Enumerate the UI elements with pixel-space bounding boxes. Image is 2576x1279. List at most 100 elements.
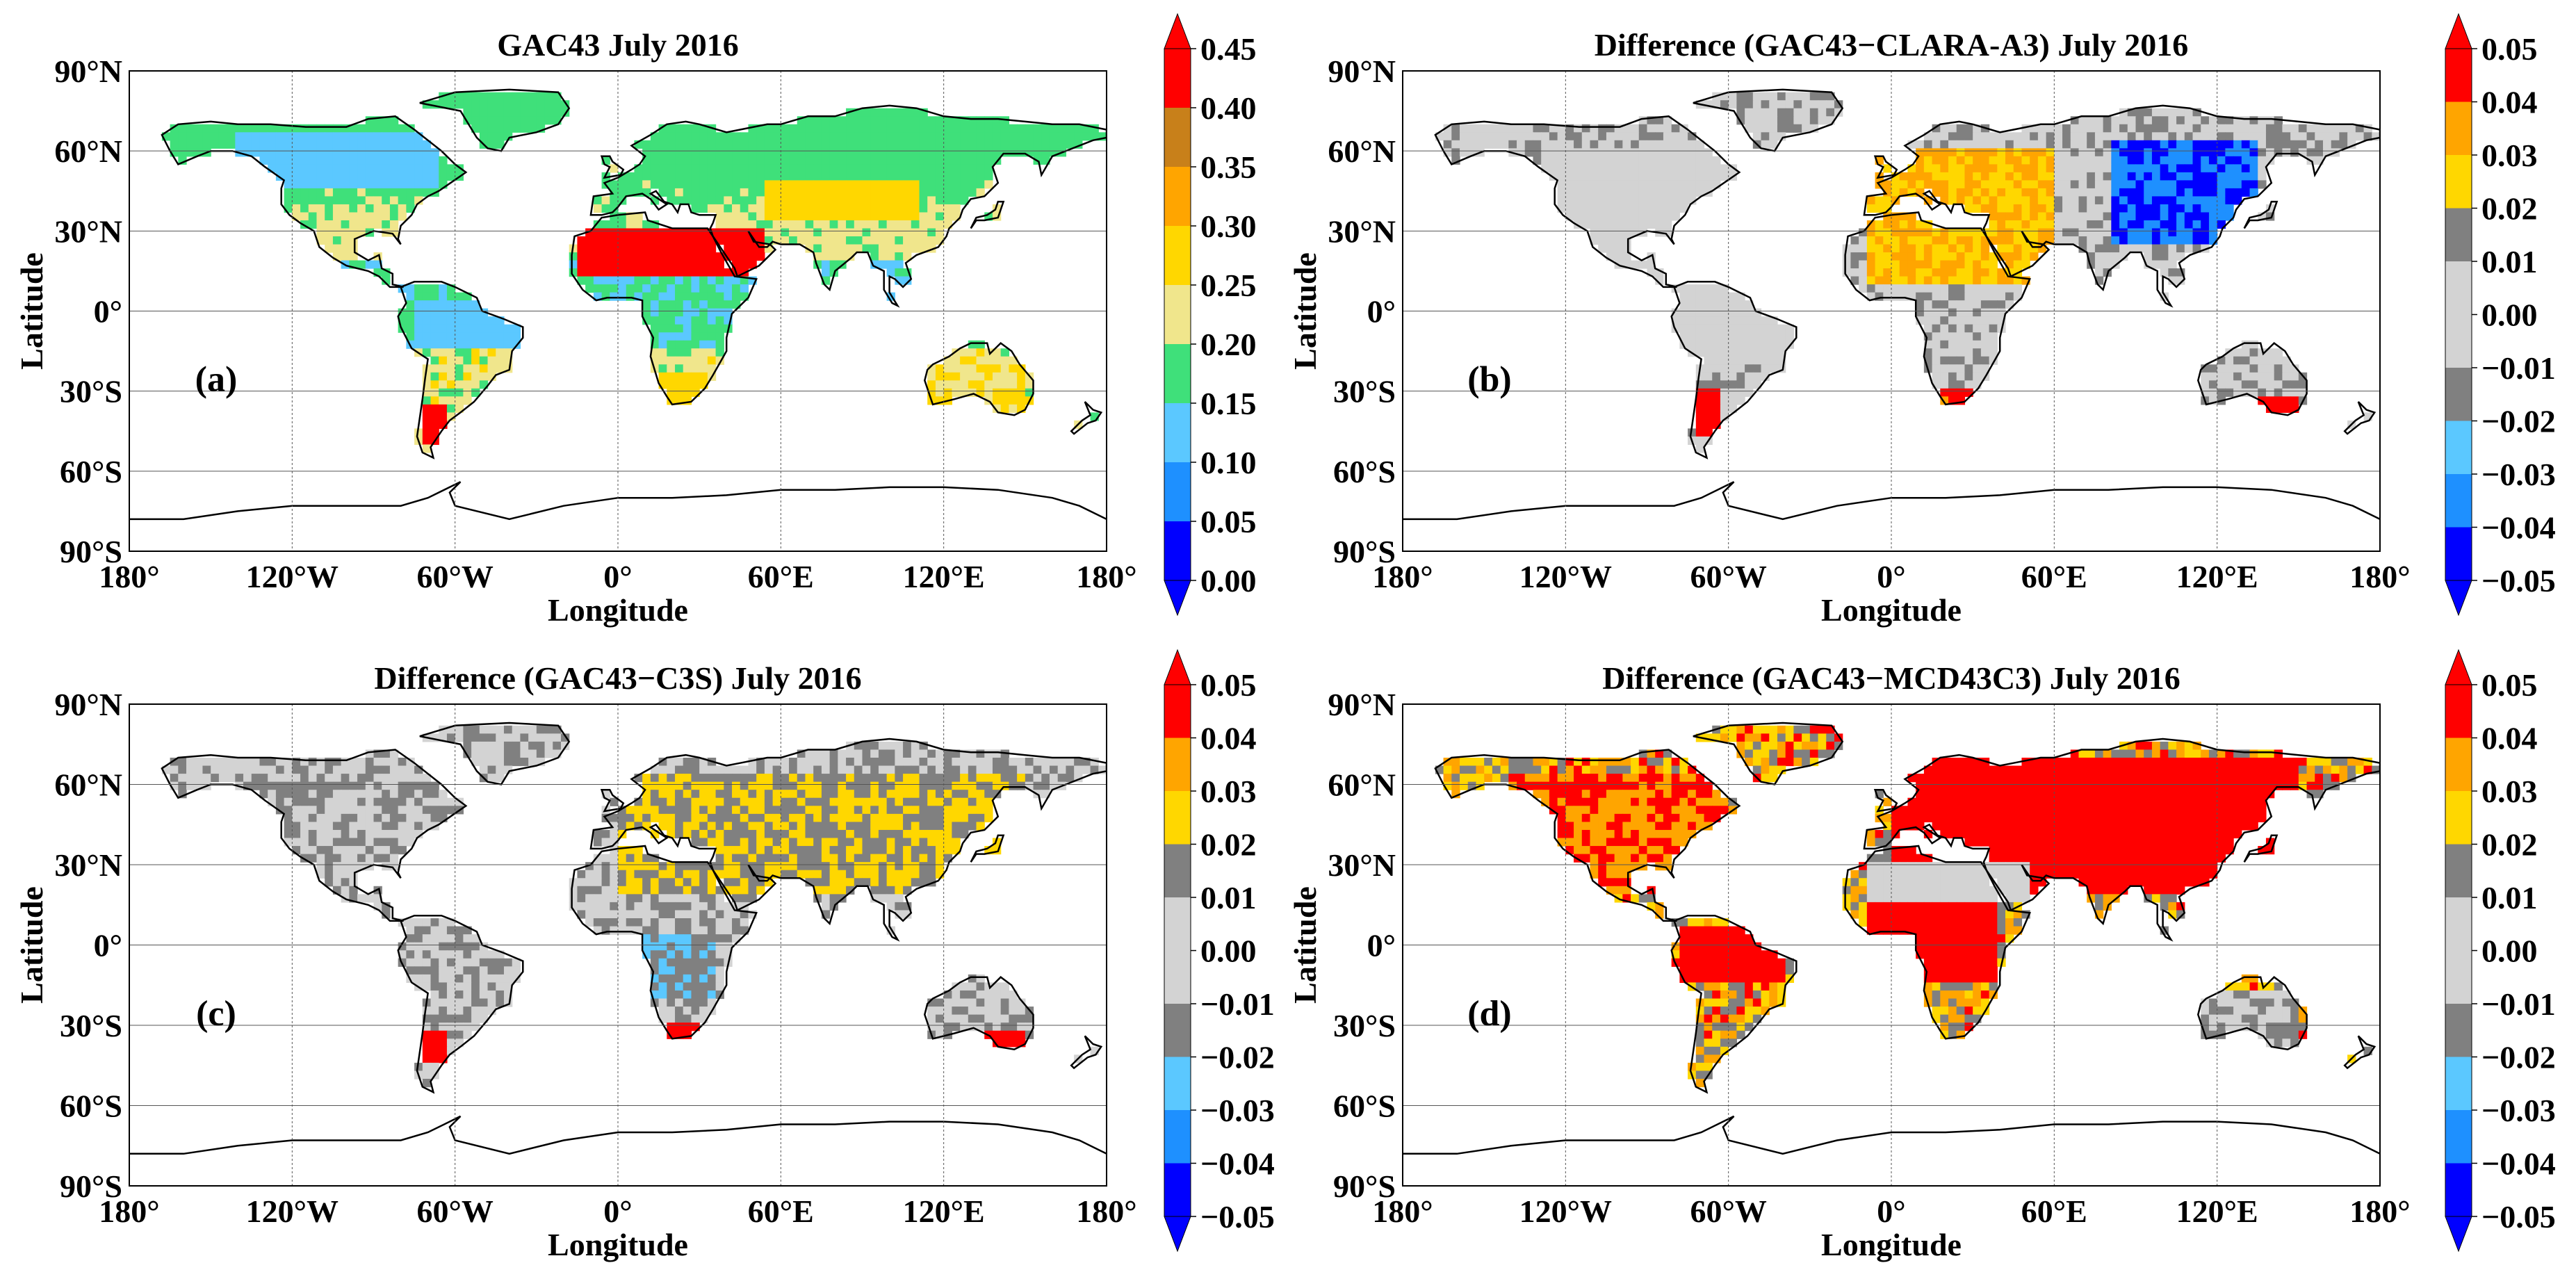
heatmap-cell [797,774,806,783]
heatmap-cell [740,284,749,293]
heatmap-cell [797,758,806,767]
heatmap-cell [952,164,961,173]
heatmap-cell [357,854,366,863]
heatmap-cell [675,292,684,301]
heatmap-cell [667,188,676,197]
heatmap-cell [886,260,895,269]
heatmap-cell [1728,364,1737,373]
heatmap-cell [178,781,187,790]
heatmap-cell [1785,124,1794,133]
heatmap-cell [2176,204,2185,213]
heatmap-cell [422,292,432,301]
heatmap-cell [1712,388,1721,397]
heatmap-cell [838,838,847,847]
heatmap-cell [1000,758,1009,767]
heatmap-cell [976,813,985,822]
heatmap-cell [1655,124,1664,133]
heatmap-cell [308,822,318,831]
heatmap-cell [658,276,667,285]
heatmap-cell [1622,140,1631,149]
heatmap-cell [952,372,961,381]
heatmap-cell [2176,236,2185,245]
heatmap-cell [1033,774,1042,783]
heatmap-cell [2192,132,2201,141]
heatmap-cell [349,878,358,887]
heatmap-cell [650,958,660,967]
heatmap-cell [1679,132,1688,141]
heatmap-cell [1916,316,1925,325]
heatmap-cell [740,132,749,141]
heatmap-cell [463,958,472,967]
heatmap-cell [1460,132,1469,141]
heatmap-cell [2127,204,2137,213]
heatmap-cell [715,854,724,863]
heatmap-cell [2094,156,2104,165]
heatmap-cell [2192,116,2201,125]
heatmap-cell [992,765,1002,774]
heatmap-cell [707,942,717,951]
heatmap-cell [455,308,464,317]
heatmap-cell [1728,316,1737,325]
heatmap-cell [325,781,334,790]
heatmap-cell [650,926,660,935]
heatmap-cell [536,725,546,734]
heatmap-cell [398,806,407,815]
heatmap-cell [1883,252,1892,261]
heatmap-cell [707,813,717,822]
heatmap-cell [1712,292,1721,301]
heatmap-cell [960,758,969,767]
heatmap-cell [715,260,724,269]
heatmap-cell [341,813,350,822]
heatmap-cell [854,797,863,806]
heatmap-cell [748,172,757,181]
heatmap-cell [1728,100,1737,109]
heatmap-cell [1964,260,1973,269]
heatmap-cell [1671,204,1680,213]
heatmap-cell [2208,132,2218,141]
heatmap-cell [1883,196,1892,205]
heatmap-cell [471,332,480,341]
heatmap-cell [805,116,814,125]
heatmap-cell [389,172,399,181]
heatmap-cell [1704,332,1713,341]
heatmap-cell [569,260,578,269]
heatmap-cell [2168,116,2177,125]
heatmap-cell [2225,164,2234,173]
heatmap-cell [707,180,717,189]
heatmap-cell [1663,164,1672,173]
heatmap-cell [479,92,489,101]
heatmap-cell [878,813,888,822]
heatmap-cell [471,116,480,125]
heatmap-cell [1736,396,1745,405]
heatmap-cell [805,188,814,197]
heatmap-cell [878,156,888,165]
heatmap-cell [821,252,831,261]
heatmap-cell [1565,204,1574,213]
heatmap-cell [284,196,293,205]
heatmap-cell [1866,204,1876,213]
heatmap-cell [715,902,724,911]
heatmap-cell [740,886,749,895]
heatmap-cell [1614,180,1623,189]
heatmap-cell [976,364,985,373]
heatmap-cell [2208,220,2218,229]
heatmap-cell [1590,212,1599,221]
heatmap-cell [389,220,399,229]
heatmap-cell [772,212,781,221]
heatmap-cell [1891,252,1900,261]
colorbar-tick-label: 0.04 [2481,85,2538,120]
heatmap-cell [1606,148,1615,157]
heatmap-cell [764,148,774,157]
heatmap-cell [2144,252,2153,261]
heatmap-cell [1606,156,1615,165]
heatmap-cell [2030,212,2039,221]
heatmap-cell [2233,388,2242,397]
heatmap-cell [740,228,749,237]
heatmap-cell [699,276,708,285]
heatmap-cell [895,870,904,879]
heatmap-cell [365,156,375,165]
heatmap-cell [862,781,871,790]
heatmap-cell [984,124,993,133]
heatmap-cell [789,212,798,221]
heatmap-cell [878,188,888,197]
